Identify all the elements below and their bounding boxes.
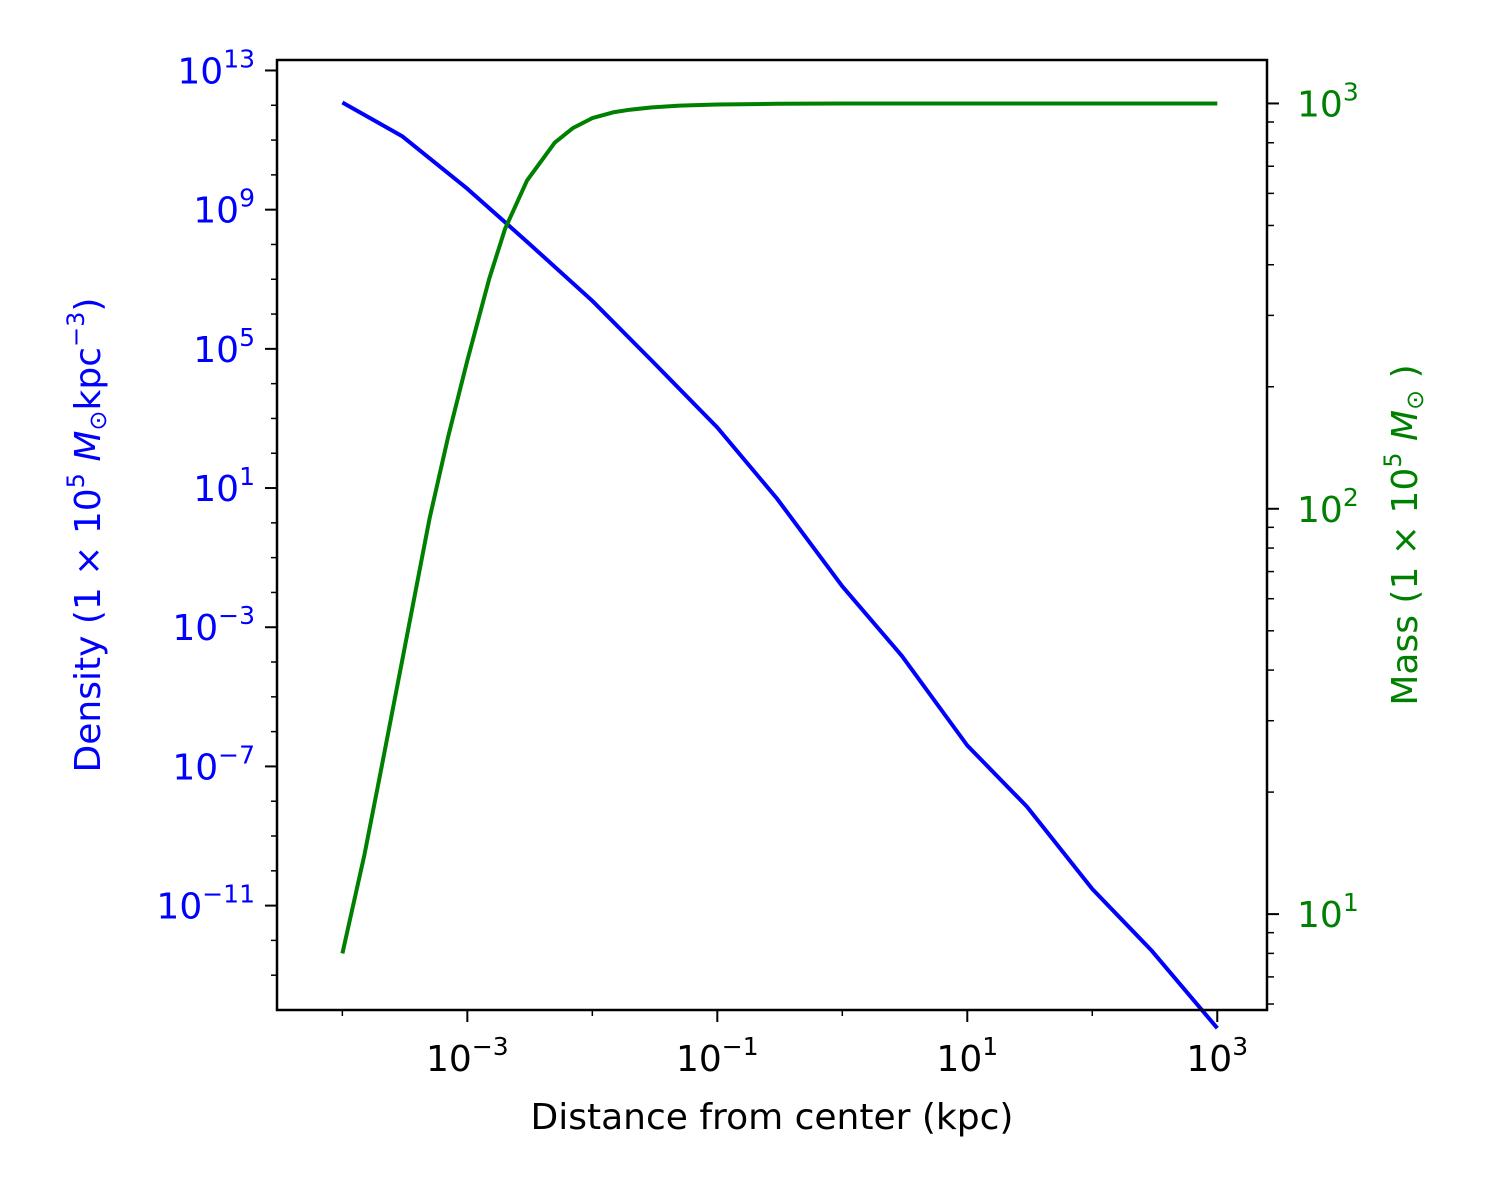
x-tick-label: 10−3: [426, 1032, 509, 1080]
y-right-tick-label: 101: [1297, 888, 1359, 936]
y-right-tick-label: 102: [1297, 483, 1359, 531]
y-right-tick-label: 103: [1297, 77, 1359, 125]
y-left-tick-label: 10−3: [172, 601, 255, 649]
y-left-tick-label: 10−7: [172, 740, 255, 788]
series-layer: [340, 100, 1219, 1030]
y-right-axis-title: Mass (1 × 105 M⊙ ): [1379, 364, 1429, 705]
y-left-tick-label: 105: [193, 323, 255, 371]
y-left-tick-label: 10−11: [156, 880, 255, 928]
y-left-axis-title: Density (1 × 105 M⊙kpc−3): [62, 298, 112, 773]
x-tick-label: 10−1: [676, 1032, 759, 1080]
x-tick-label: 101: [936, 1032, 998, 1080]
y-left-tick-label: 109: [193, 184, 255, 232]
density-series-line: [341, 100, 1219, 1030]
x-tick-label: 103: [1186, 1032, 1248, 1080]
y-left-tick-label: 1013: [177, 44, 255, 92]
x-axis-title: Distance from center (kpc): [531, 1097, 1014, 1138]
plot-frame: [275, 58, 1269, 1012]
mass-series-line: [340, 101, 1218, 954]
tick-layer: 10−3 10−1 101 103 1013 109 105 101 10−3 10−7 10−11…: [156, 44, 1358, 1080]
y-left-tick-label: 101: [193, 462, 255, 510]
